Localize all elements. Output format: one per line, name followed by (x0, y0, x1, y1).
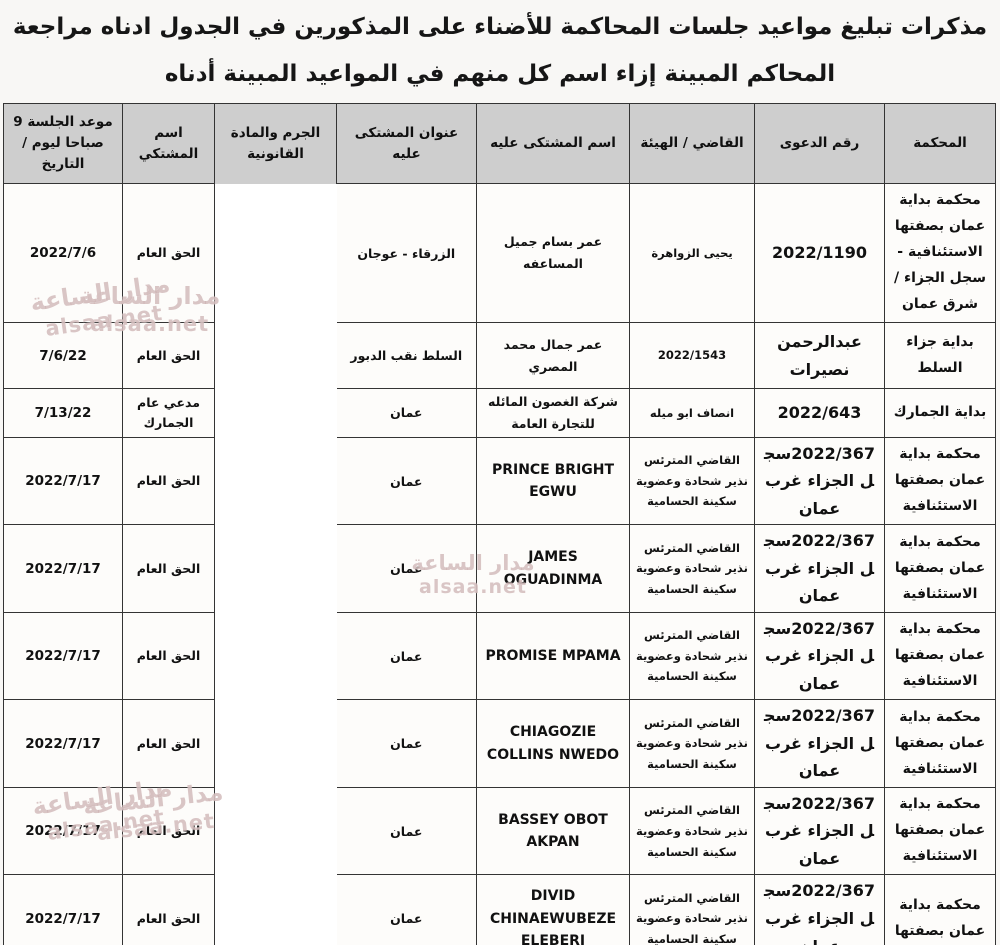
cell-defendant-address: السلط نقب الدبور (336, 322, 477, 389)
cell-session-date: 2022/7/17 (3, 436, 123, 526)
cell-session-date: 2022/7/6 (3, 183, 123, 323)
cell-defendant-name: BASSEY OBOT AKPAN (476, 786, 630, 876)
cell-case-no: عبدالرحمن نصيرات (754, 322, 885, 389)
cell-complainant: الحق العام (122, 322, 215, 389)
cell-defendant-name: شركة الغصون المائله للتجارة العامة (476, 388, 630, 438)
cell-defendant-address: عمان (336, 524, 477, 613)
cell-complainant: الحق العام (122, 524, 215, 613)
page-title: مذكرات تبليغ مواعيد جلسات المحاكمة للأضن… (0, 4, 1000, 98)
header-session-date: موعد الجلسة 9 صباحا ليوم / التاريخ (3, 103, 123, 184)
cell-case-no: 2022/367سجل الجزاء غرب عمان (754, 611, 885, 701)
title-line-2: المحاكم المبينة إزاء اسم كل منهم في المو… (164, 61, 836, 88)
cell-defendant-address: عمان (336, 786, 477, 876)
cell-defendant-address: الزرقاء - عوجان (336, 183, 477, 323)
cell-case-no: 2022/367سجل الجزاء غرب عمان (754, 786, 885, 876)
header-row: المحكمة رقم الدعوى القاضي / الهيئة اسم ا… (3, 103, 996, 184)
header-case-number: رقم الدعوى (754, 103, 885, 184)
cell-defendant-name: PROMISE MPAMA (476, 611, 630, 701)
cell-session-date: 7/6/22 (3, 322, 123, 389)
cell-judge: انصاف ابو ميله (629, 388, 755, 438)
cell-defendant-name: عمر جمال محمد المصري (476, 322, 630, 389)
table-row: محكمة بداية عمان بصفتها الاستئنافية 2022/… (3, 524, 996, 613)
table-row: محكمة بداية عمان بصفتها الاستئنافية 2022/… (3, 436, 996, 526)
cell-complainant: الحق العام (122, 786, 215, 876)
cell-complainant: الحق العام (122, 183, 215, 323)
header-complainant: اسم المشتكي (122, 103, 215, 184)
cell-court: بداية جزاء السلط (884, 322, 996, 389)
cell-defendant-address: عمان (336, 699, 477, 788)
cell-complainant: الحق العام (122, 436, 215, 526)
cell-case-no: 2022/1190 (754, 183, 885, 323)
cell-defendant-address: عمان (336, 388, 477, 438)
cell-crime (214, 437, 337, 525)
cell-crime (214, 388, 337, 438)
cell-judge: القاضي المترئس نذير شحادة وعضوية سكينة ا… (629, 436, 755, 526)
cell-judge: 2022/1543 (629, 322, 755, 389)
cell-session-date: 2022/7/17 (3, 611, 123, 701)
cell-case-no: 2022/367سجل الجزاء غرب عمان (754, 436, 885, 526)
header-defendant-address: عنوان المشتكى عليه (336, 103, 477, 184)
cell-defendant-name: DIVID CHINAEWUBEZE ELEBERI (476, 874, 630, 945)
cell-crime (214, 612, 337, 700)
table-row: بداية الجمارك 2022/643 انصاف ابو ميله شركة … (3, 388, 996, 438)
cell-defendant-name: CHIAGOZIE COLLINS NWEDO (476, 699, 630, 788)
cell-judge: القاضي المترئس نذير شحادة وعضوية سكينة ا… (629, 524, 755, 613)
cell-defendant-name: عمر بسام جميل المساعفه (476, 183, 630, 323)
cell-session-date: 2022/7/17 (3, 786, 123, 876)
cell-crime (214, 524, 337, 613)
cell-crime (214, 183, 337, 323)
table-row: محكمة بداية عمان بصفتها الاستئنافية 2022/… (3, 699, 996, 788)
cell-complainant: الحق العام (122, 699, 215, 788)
cell-complainant: الحق العام (122, 611, 215, 701)
cell-judge: يحيى الزواهرة (629, 183, 755, 323)
cell-case-no: 2022/643 (754, 388, 885, 438)
table-row: محكمة بداية عمان بصفتها الاستئنافية - سج… (3, 183, 996, 323)
table-row: محكمة بداية عمان بصفتها الاستئنافية 2022/… (3, 786, 996, 876)
cell-court: محكمة بداية عمان بصفتها (884, 874, 996, 945)
cell-judge: القاضي المترئس نذير شحادة وعضوية سكينة ا… (629, 786, 755, 876)
cell-complainant: مدعي عام الجمارك (122, 388, 215, 438)
cell-judge: القاضي المترئس نذير شحادة وعضوية سكينة ا… (629, 874, 755, 945)
cell-complainant: الحق العام (122, 874, 215, 945)
table-row: بداية جزاء السلط عبدالرحمن نصيرات 2022/154… (3, 322, 996, 389)
cell-session-date: 2022/7/17 (3, 874, 123, 945)
cell-court: محكمة بداية عمان بصفتها الاستئنافية - سج… (884, 183, 996, 323)
cell-defendant-address: عمان (336, 611, 477, 701)
cell-session-date: 2022/7/17 (3, 524, 123, 613)
cell-session-date: 7/13/22 (3, 388, 123, 438)
table-row: محكمة بداية عمان بصفتها 2022/367سجل الجزا… (3, 874, 996, 945)
header-judge: القاضي / الهيئة (629, 103, 755, 184)
cell-defendant-name: JAMES OGUADINMA (476, 524, 630, 613)
cell-case-no: 2022/367سجل الجزاء غرب عمان (754, 874, 885, 945)
cell-court: محكمة بداية عمان بصفتها الاستئنافية (884, 611, 996, 701)
header-crime: الجرم والمادة القانونية (214, 103, 337, 184)
cell-court: محكمة بداية عمان بصفتها الاستئنافية (884, 524, 996, 613)
cell-defendant-address: عمان (336, 874, 477, 945)
cell-judge: القاضي المترئس نذير شحادة وعضوية سكينة ا… (629, 611, 755, 701)
cell-case-no: 2022/367سجل الجزاء غرب عمان (754, 524, 885, 613)
header-defendant-name: اسم المشتكى عليه (476, 103, 630, 184)
cell-defendant-name: PRINCE BRIGHT EGWU (476, 436, 630, 526)
cell-case-no: 2022/367سجل الجزاء غرب عمان (754, 699, 885, 788)
title-line-1: مذكرات تبليغ مواعيد جلسات المحاكمة للأضن… (12, 14, 988, 40)
cell-crime (214, 787, 337, 875)
hearings-table: المحكمة رقم الدعوى القاضي / الهيئة اسم ا… (3, 103, 996, 945)
cell-court: محكمة بداية عمان بصفتها الاستئنافية (884, 786, 996, 876)
cell-court: محكمة بداية عمان بصفتها الاستئنافية (884, 436, 996, 526)
table-row: محكمة بداية عمان بصفتها الاستئنافية 2022/… (3, 611, 996, 701)
cell-defendant-address: عمان (336, 436, 477, 526)
cell-session-date: 2022/7/17 (3, 699, 123, 788)
cell-crime (214, 699, 337, 788)
cell-court: بداية الجمارك (884, 388, 996, 438)
header-court: المحكمة (884, 103, 996, 184)
cell-crime (214, 874, 337, 945)
cell-crime (214, 322, 337, 389)
cell-court: محكمة بداية عمان بصفتها الاستئنافية (884, 699, 996, 788)
cell-judge: القاضي المترئس نذير شحادة وعضوية سكينة ا… (629, 699, 755, 788)
